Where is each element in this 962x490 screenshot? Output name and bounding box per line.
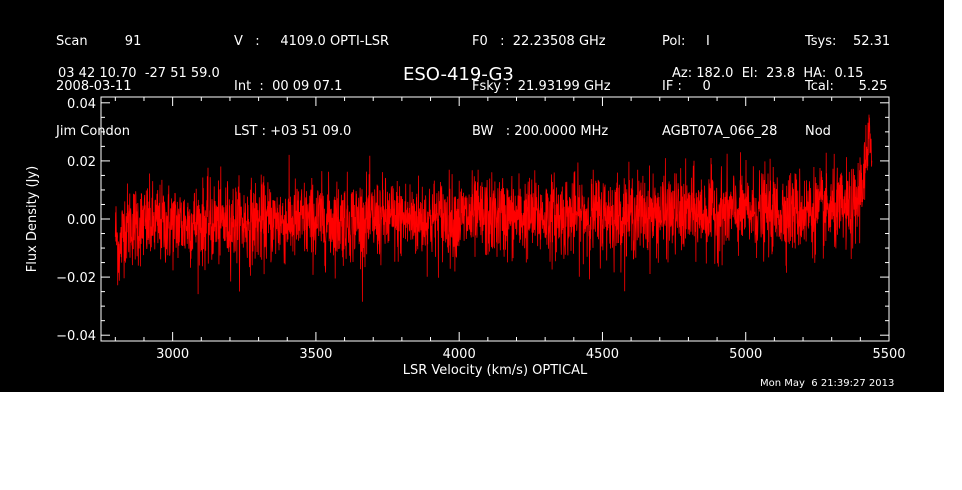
header-date: 2008-03-11 xyxy=(56,79,132,94)
header-col-scan: Scan 91 2008-03-11 Jim Condon xyxy=(56,4,141,154)
y-tick-label: −0.02 xyxy=(56,271,96,286)
spectrum-trace xyxy=(114,114,873,302)
header-velocity: V : 4109.0 OPTI-LSR xyxy=(234,34,390,49)
header-col-pol: Pol: I IF : 0 AGBT07A_066_28 xyxy=(662,4,777,154)
spectrum-chart: 3000 3500 4000 4500 5000 5500 −0.04 −0.02 0.00 0.… xyxy=(25,96,906,378)
x-axis-title: LSR Velocity (km/s) OPTICAL xyxy=(403,363,588,378)
chart-title: ESO-419-G3 xyxy=(403,64,514,85)
header-tsys: Tsys: 52.31 xyxy=(805,34,891,49)
y-tick-label: 0.04 xyxy=(67,97,96,112)
header-integration: Int : 00 09 07.1 xyxy=(234,79,343,94)
header-tcal: Tcal: 5.25 xyxy=(805,79,888,94)
header-if: IF : 0 xyxy=(662,79,711,94)
x-tick-label: 5500 xyxy=(872,347,905,362)
header-observer: Jim Condon xyxy=(56,124,130,139)
y-tick-label: −0.04 xyxy=(56,329,96,344)
header-col-velocity: V : 4109.0 OPTI-LSR Int : 00 09 07.1 LST… xyxy=(234,4,389,154)
y-tick-label: 0.02 xyxy=(67,155,96,170)
x-tick-label: 4000 xyxy=(443,347,476,362)
trace-layer xyxy=(114,114,873,302)
x-tick-label: 5000 xyxy=(729,347,762,362)
header-project: AGBT07A_066_28 xyxy=(662,124,778,139)
y-axis-title: Flux Density (Jy) xyxy=(25,166,40,272)
timestamp: Mon May 6 21:39:27 2013 xyxy=(760,378,895,389)
az-el-ha: Az: 182.0 El: 23.8 HA: 0.15 xyxy=(672,66,864,81)
header-mode: Nod xyxy=(805,124,831,139)
x-tick-label: 3000 xyxy=(156,347,189,362)
header-col-frequency: F0 : 22.23508 GHz Fsky : 21.93199 GHz BW… xyxy=(472,4,611,154)
source-coordinates: 03 42 10.70 -27 51 59.0 xyxy=(58,66,220,81)
x-tick-label: 3500 xyxy=(299,347,332,362)
header-col-tsys: Tsys: 52.31 Tcal: 5.25 Nod xyxy=(805,4,890,154)
y-tick-label: 0.00 xyxy=(67,213,96,228)
header-fsky: Fsky : 21.93199 GHz xyxy=(472,79,611,94)
x-tick-label: 4500 xyxy=(586,347,619,362)
header-f0: F0 : 22.23508 GHz xyxy=(472,34,606,49)
header-lst: LST : +03 51 09.0 xyxy=(234,124,352,139)
tick-layer: 3000 3500 4000 4500 5000 5500 −0.04 −0.02 0.00 0.… xyxy=(56,97,905,362)
header-pol: Pol: I xyxy=(662,34,710,49)
header-scan: Scan 91 xyxy=(56,34,142,49)
header-bandwidth: BW : 200.0000 MHz xyxy=(472,124,609,139)
